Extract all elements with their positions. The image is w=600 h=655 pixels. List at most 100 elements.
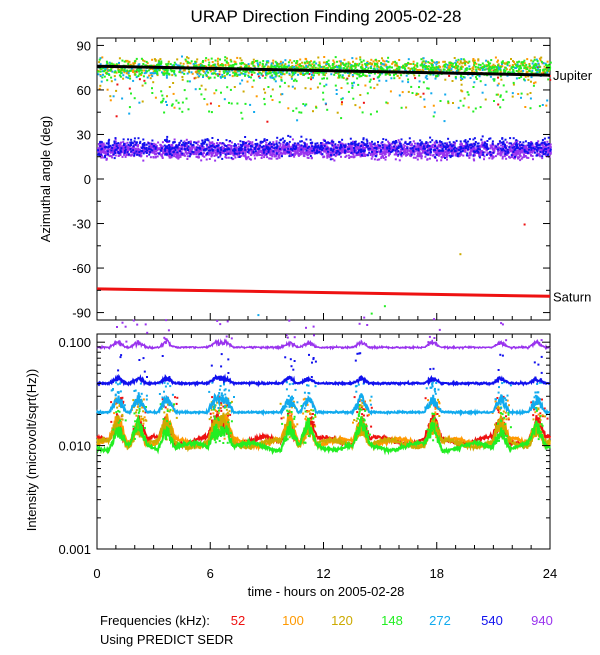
azimuth-point [133, 62, 136, 65]
azimuth-point [418, 145, 421, 148]
azimuth-point [163, 144, 166, 147]
azimuth-point [481, 150, 483, 153]
azimuth-point [338, 140, 341, 143]
azimuth-point [316, 150, 318, 153]
azimuth-point [111, 144, 114, 147]
azimuth-point [447, 147, 450, 149]
azimuth-point [228, 148, 230, 151]
azimuth-point [330, 148, 333, 151]
azimuth-point [310, 143, 313, 146]
azimuth-point [486, 145, 488, 148]
azimuth-point [428, 62, 431, 64]
azimuth-point [319, 152, 322, 155]
azimuth-point [233, 74, 236, 77]
azimuth-point [517, 93, 520, 95]
azimuth-point [454, 61, 457, 64]
azimuth-point [293, 73, 296, 76]
azimuth-point [105, 63, 108, 66]
azimuth-point [230, 156, 233, 159]
azimuth-point [463, 149, 466, 152]
azimuth-point [372, 153, 375, 156]
azimuth-point [386, 150, 389, 153]
azimuth-point [252, 58, 255, 61]
azimuth-point [373, 142, 376, 145]
azimuth-point [522, 145, 525, 148]
azimuth-point [454, 146, 456, 149]
azimuth-point [379, 153, 382, 156]
azimuth-point [126, 59, 129, 62]
azimuth-point [514, 142, 516, 145]
azimuth-point [151, 72, 154, 75]
azimuth-point [265, 141, 268, 144]
azimuth-point [223, 148, 226, 151]
azimuth-point [213, 92, 216, 95]
azimuth-point [206, 138, 209, 141]
azimuth-point [237, 150, 239, 153]
azimuth-point [234, 63, 237, 66]
azimuth-point [376, 68, 379, 71]
azimuth-point [548, 144, 551, 147]
azimuth-point [541, 139, 544, 141]
azimuth-point [481, 141, 484, 144]
azimuth-point [467, 140, 470, 143]
azimuth-point [397, 144, 400, 147]
azimuth-point [273, 155, 276, 158]
azimuth-point [430, 70, 433, 73]
azimuth-point [544, 143, 547, 146]
azimuth-point [253, 65, 256, 68]
azimuth-point [346, 151, 349, 153]
azimuth-point [175, 63, 178, 66]
azimuth-point [524, 75, 527, 78]
azimuth-point [289, 151, 292, 154]
azimuth-point [499, 154, 502, 156]
azimuth-point [422, 69, 425, 72]
azimuth-point [339, 61, 342, 64]
azimuth-point [248, 70, 251, 73]
azimuth-point [532, 84, 535, 87]
azimuth-point [497, 82, 500, 85]
azimuth-point [105, 157, 108, 160]
azimuth-point [305, 138, 308, 141]
azimuth-point [149, 156, 152, 159]
azimuth-point [541, 104, 544, 106]
azimuth-point [196, 73, 199, 76]
azimuth-point [483, 158, 485, 161]
azimuth-point [295, 145, 297, 148]
azimuth-point [363, 149, 366, 152]
azimuth-point [530, 146, 533, 149]
azimuth-point [220, 76, 222, 79]
azimuth-point [499, 70, 502, 73]
azimuth-point [295, 80, 298, 83]
azimuth-point [418, 80, 421, 83]
azimuth-point [271, 152, 274, 155]
azimuth-point [424, 61, 427, 64]
azimuth-point [333, 146, 336, 148]
azimuth-point [102, 148, 105, 151]
azimuth-point [198, 63, 201, 66]
azimuth-point [340, 146, 343, 149]
azimuth-point [506, 64, 509, 67]
azimuth-point [545, 150, 547, 153]
azimuth-point [102, 156, 105, 159]
azimuth-point [458, 153, 461, 156]
azimuth-point [375, 150, 378, 153]
azimuth-point [156, 146, 159, 149]
azimuth-point [439, 69, 442, 72]
azimuth-point [504, 66, 507, 69]
azimuth-point [364, 62, 367, 65]
azimuth-point [359, 153, 362, 156]
azimuth-point [330, 140, 333, 143]
azimuth-point [184, 150, 187, 153]
azimuth-point [279, 62, 282, 65]
azimuth-point [300, 144, 303, 147]
azimuth-point [299, 148, 302, 151]
azimuth-point [357, 151, 360, 154]
azimuth-point [339, 60, 342, 63]
azimuth-point [537, 68, 540, 71]
azimuth-point [449, 156, 452, 159]
azimuth-point [115, 89, 118, 92]
azimuth-point [442, 65, 445, 68]
azimuth-point [135, 76, 138, 79]
azimuth-point [338, 60, 341, 63]
azimuth-point [450, 152, 453, 155]
